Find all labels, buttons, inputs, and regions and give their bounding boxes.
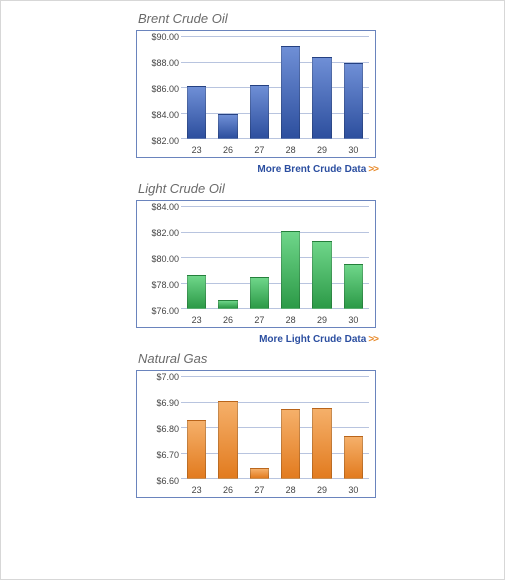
bar (281, 231, 300, 309)
bar (281, 409, 300, 479)
bar (218, 114, 237, 140)
chart-block-natgas: Natural Gas $6.60 $6.70 $6.80 $6.90 $7.00 23 26… (136, 351, 489, 498)
plot-area (181, 37, 369, 139)
bar (312, 57, 331, 139)
more-link-row: More Light Crude Data>> (136, 334, 378, 345)
more-link-row: More Brent Crude Data>> (136, 164, 378, 175)
xaxis: 23 26 27 28 29 30 (181, 481, 369, 495)
bar (344, 436, 363, 479)
gridline (181, 427, 369, 428)
ytick-label: $84.00 (139, 110, 179, 120)
chart-title: Natural Gas (138, 351, 489, 366)
more-data-link[interactable]: More Brent Crude Data (257, 164, 366, 175)
xtick-label: 26 (223, 145, 233, 155)
ytick-label: $6.60 (139, 476, 179, 486)
bar (218, 401, 237, 479)
ytick-label: $82.00 (139, 228, 179, 238)
ytick-label: $7.00 (139, 372, 179, 382)
bar (312, 241, 331, 309)
xtick-label: 23 (192, 315, 202, 325)
gridline (181, 36, 369, 37)
xtick-label: 30 (348, 145, 358, 155)
more-data-link[interactable]: More Light Crude Data (259, 334, 366, 345)
commodity-panel: Brent Crude Oil$82.00$84.00$86.00$88.00$… (0, 0, 505, 580)
xtick-label: 29 (317, 485, 327, 495)
xtick-label: 26 (223, 315, 233, 325)
xtick-label: 26 (223, 485, 233, 495)
ytick-label: $82.00 (139, 136, 179, 146)
xtick-label: 29 (317, 315, 327, 325)
ytick-label: $78.00 (139, 280, 179, 290)
xtick-label: 27 (254, 145, 264, 155)
xtick-label: 30 (348, 485, 358, 495)
plot-area (181, 377, 369, 479)
ytick-label: $6.70 (139, 450, 179, 460)
ytick-label: $88.00 (139, 58, 179, 68)
bar (187, 420, 206, 479)
bar (344, 264, 363, 309)
gridline (181, 478, 369, 479)
chevron-right-icon: >> (368, 164, 378, 175)
bar (218, 300, 237, 309)
gridline (181, 402, 369, 403)
gridline (181, 206, 369, 207)
xaxis: 23 26 27 28 29 30 (181, 141, 369, 155)
xtick-label: 23 (192, 145, 202, 155)
chart-title: Light Crude Oil (138, 181, 489, 196)
gridline (181, 87, 369, 88)
bar (250, 277, 269, 309)
gridline (181, 232, 369, 233)
xtick-label: 29 (317, 145, 327, 155)
xtick-label: 28 (286, 315, 296, 325)
bar (250, 468, 269, 479)
gridline (181, 453, 369, 454)
xtick-label: 28 (286, 485, 296, 495)
gridline (181, 376, 369, 377)
xtick-label: 27 (254, 315, 264, 325)
gridline (181, 138, 369, 139)
gridline (181, 257, 369, 258)
ytick-label: $90.00 (139, 32, 179, 42)
ytick-label: $86.00 (139, 84, 179, 94)
chart-frame: $76.00 $78.00 $80.00 $82.00 $84.00 23 26 27 28 29… (136, 200, 376, 328)
chart-block-brent: Brent Crude Oil$82.00$84.00$86.00$88.00$… (136, 11, 489, 175)
xaxis: 23 26 27 28 29 30 (181, 311, 369, 325)
ytick-label: $80.00 (139, 254, 179, 264)
xtick-label: 30 (348, 315, 358, 325)
gridline (181, 308, 369, 309)
chart-title: Brent Crude Oil (138, 11, 489, 26)
bar (250, 85, 269, 139)
chevron-right-icon: >> (368, 334, 378, 345)
bar (281, 46, 300, 139)
gridline (181, 62, 369, 63)
chart-block-light: Light Crude Oil$76.00$78.00$80.00$82.00$… (136, 181, 489, 345)
bar (344, 63, 363, 140)
plot-area (181, 207, 369, 309)
gridline (181, 113, 369, 114)
chart-frame: $6.60 $6.70 $6.80 $6.90 $7.00 23 26 27 28 29 30 (136, 370, 376, 498)
xtick-label: 28 (286, 145, 296, 155)
ytick-label: $6.90 (139, 398, 179, 408)
chart-frame: $82.00 $84.00 $86.00 $88.00 $90.00 23 26 27 28 29… (136, 30, 376, 158)
bar (187, 275, 206, 309)
ytick-label: $6.80 (139, 424, 179, 434)
gridline (181, 283, 369, 284)
bar (312, 408, 331, 479)
xtick-label: 23 (192, 485, 202, 495)
xtick-label: 27 (254, 485, 264, 495)
ytick-label: $84.00 (139, 202, 179, 212)
bar (187, 86, 206, 139)
ytick-label: $76.00 (139, 306, 179, 316)
